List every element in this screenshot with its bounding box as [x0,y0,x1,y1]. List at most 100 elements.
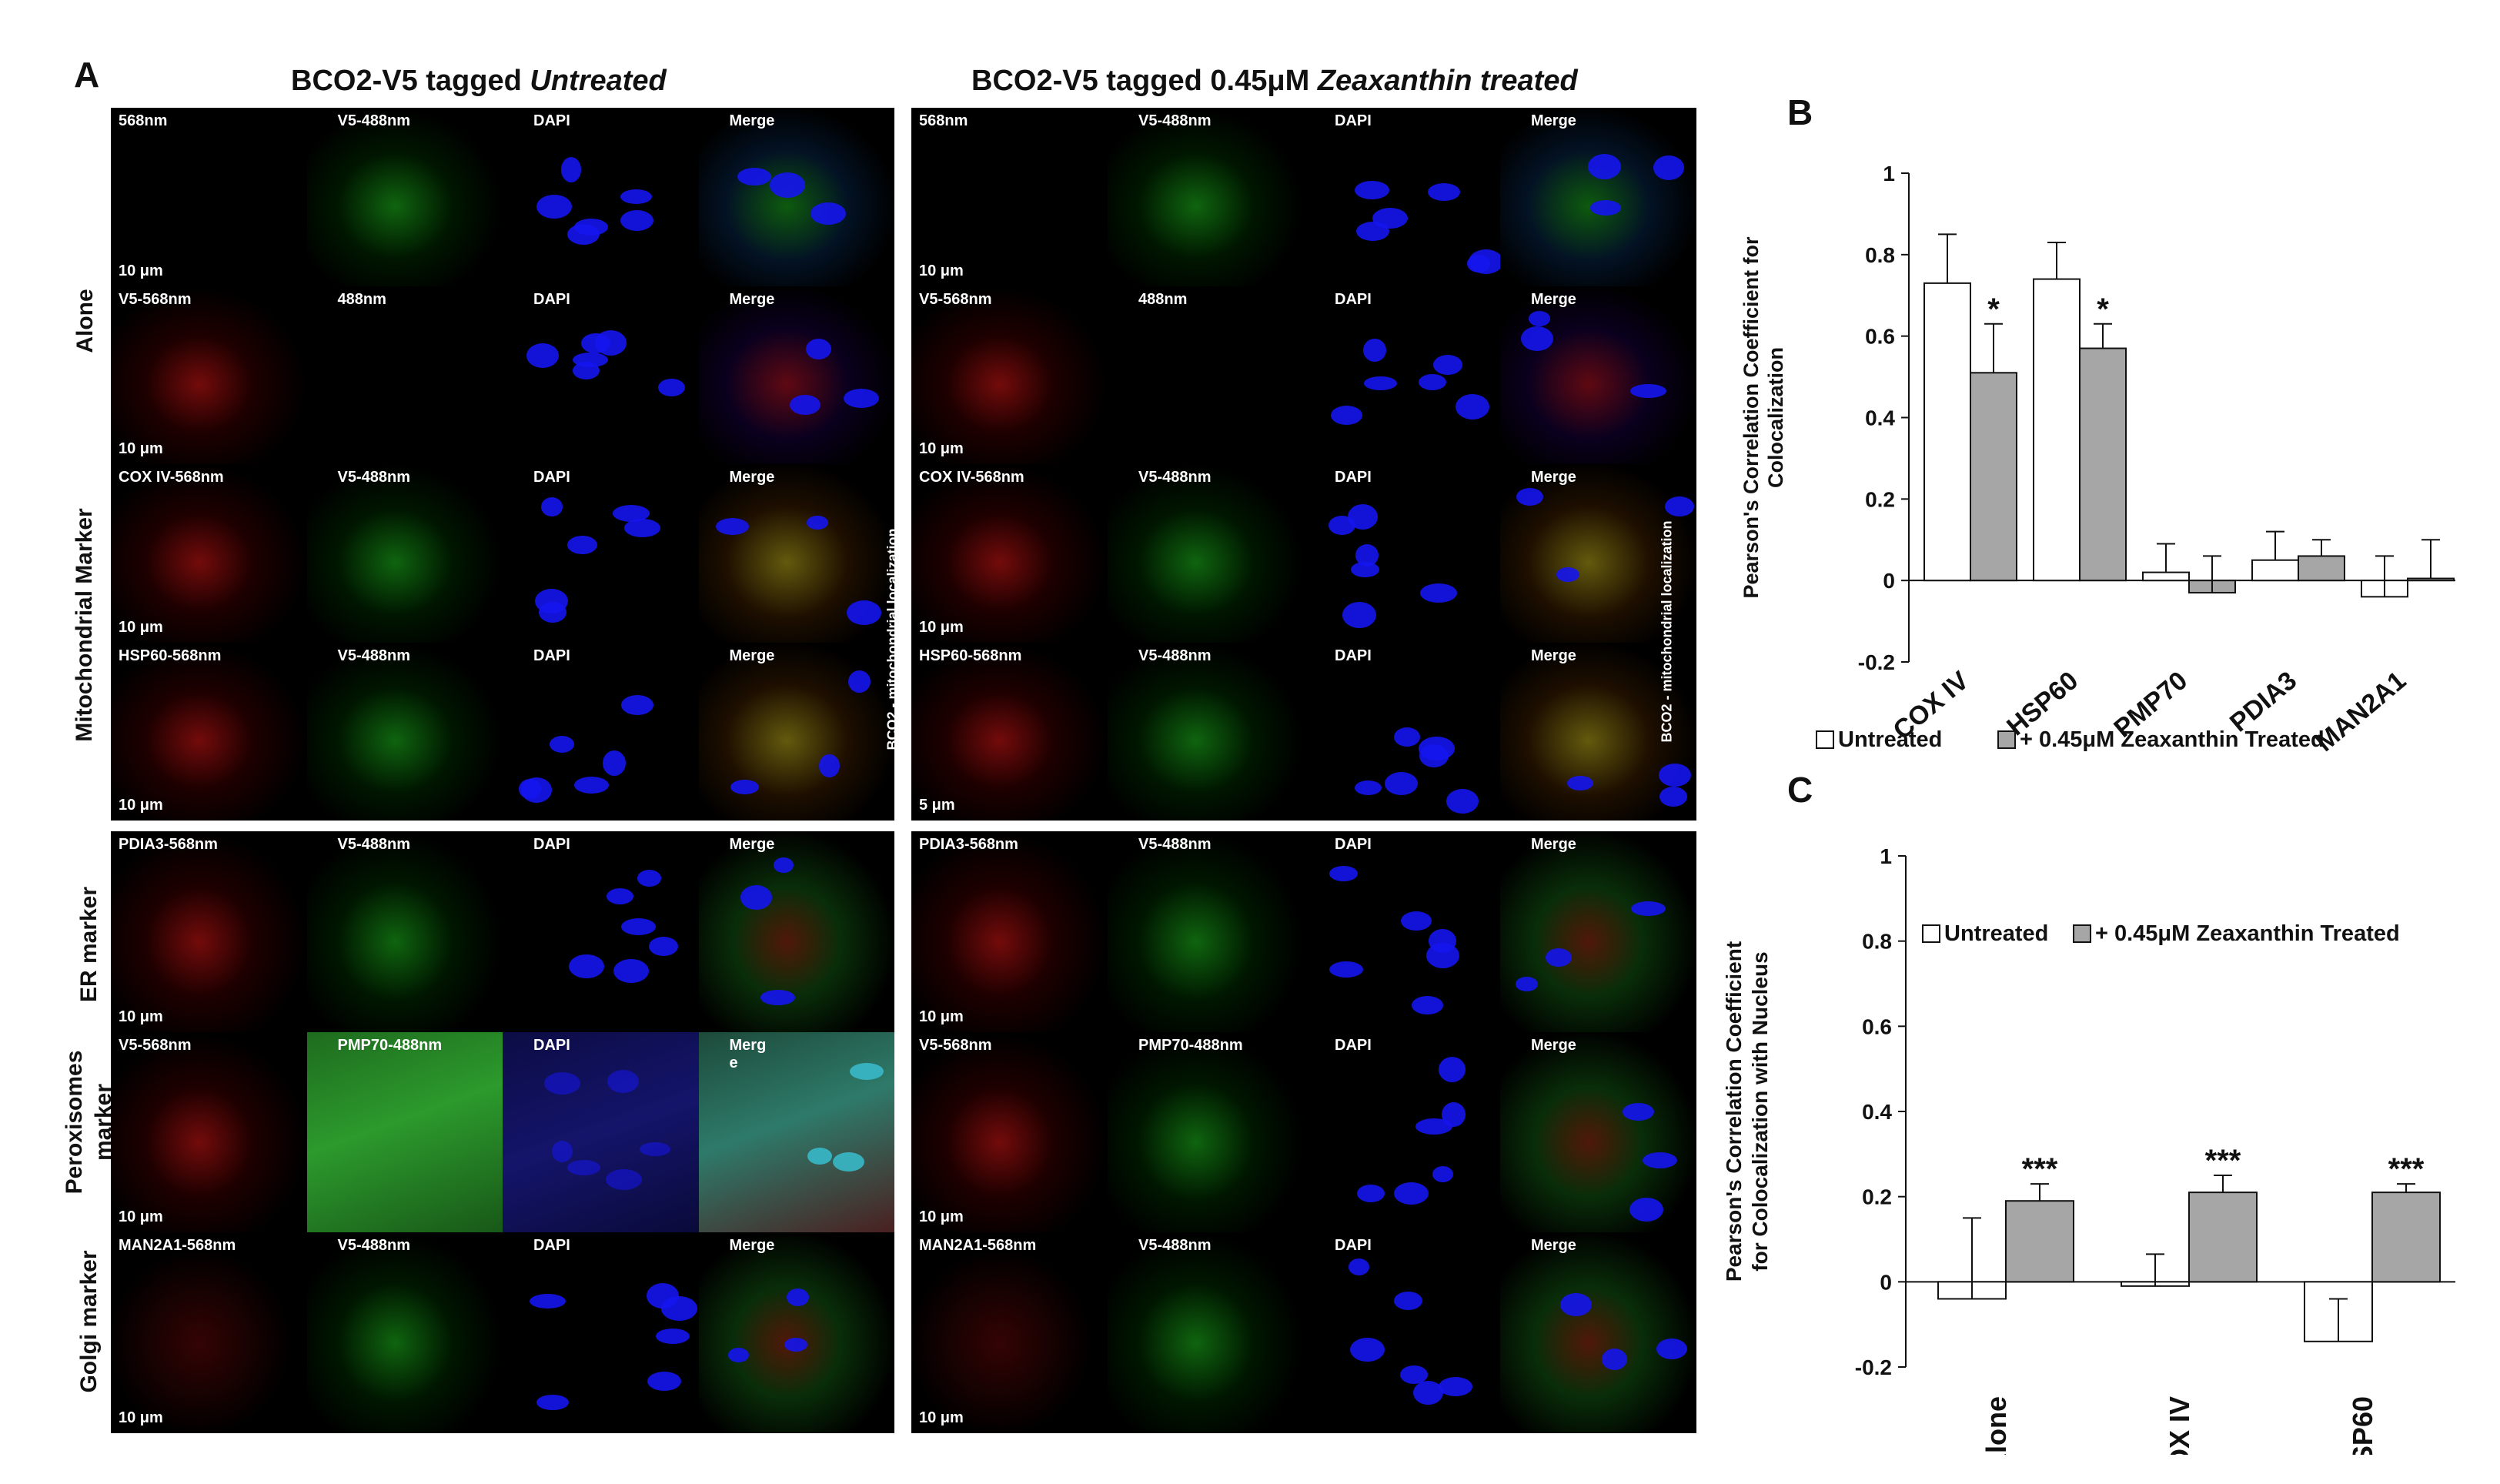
y-tick-label: -0.2 [1858,650,1895,674]
scale-bar-label: 10 μm [919,1409,964,1426]
nucleus [737,168,771,186]
nucleus [550,735,574,753]
tile-label: DAPI [533,112,570,129]
tile-label: DAPI [533,836,570,853]
nucleus [613,959,649,983]
tile-label: PMP70-488nm [1138,1036,1243,1054]
nucleus [541,497,563,516]
nucleus [846,600,881,625]
tile-label: V5-568nm [919,1036,992,1054]
y-tick-label: -0.2 [1855,1355,1892,1379]
y-tick-label: 0 [1880,1270,1892,1294]
bar [2298,555,2345,582]
nucleus [1331,405,1362,425]
nucleus [740,885,772,910]
legend-label: + 0.45μM Zeaxanthin Treated [2020,727,2325,752]
nucleus [552,1140,573,1162]
microscopy-tile: Merg e [698,1031,894,1233]
nucleus [539,602,567,623]
nucleus [1350,1338,1385,1362]
microscopy-tile: DAPI [503,1232,699,1433]
nucleus [1355,780,1382,795]
microscopy-tile: Merge [1500,286,1696,464]
nucleus [1439,1056,1466,1082]
nucleus [1363,338,1386,362]
nucleus [727,1348,749,1363]
significance-marker: *** [2388,1152,2425,1186]
x-category-label: MAN2A1 [2311,666,2412,757]
nucleus [1590,200,1621,216]
treated-group-title: BCO2-V5 tagged 0.45μM Zeaxanthin treated [971,65,1578,98]
nucleus [1567,775,1593,790]
tile-label: DAPI [1335,112,1372,129]
bar [2005,1200,2074,1283]
legend-swatch [1922,924,1940,943]
nucleus [573,361,600,379]
legend-label: + 0.45μM Zeaxanthin Treated [2095,921,2400,946]
tile-label: Merge [1531,290,1576,308]
legend-label: Untreated [1838,727,1942,752]
tile-label: HSP60-568nm [919,647,1022,664]
nucleus [607,1069,639,1093]
nucleus [536,195,572,219]
bar [1970,372,2017,582]
significance-marker: *** [2205,1144,2241,1178]
panel-a-letter: A [74,55,100,95]
tile-label: V5-568nm [119,1036,192,1054]
x-category-label: HSP60 [2347,1396,2378,1455]
bar [2251,559,2299,582]
nucleus [1516,977,1538,991]
tile-label: MAN2A1-568nm [919,1237,1037,1255]
nucleus [544,1071,580,1095]
nucleus [620,189,652,204]
nucleus [843,388,879,408]
nucleus [1357,1184,1385,1202]
tile-label: Merge [729,290,775,308]
nucleus [805,338,831,359]
nucleus [620,210,653,231]
tile-label: PDIA3-568nm [119,836,218,853]
nucleus [1428,183,1460,201]
nucleus [1412,996,1443,1014]
nucleus [849,1062,884,1080]
tile-label: HSP60-568nm [119,647,222,664]
nucleus [1400,1365,1428,1385]
nucleus [561,157,581,182]
scale-bar-label: 10 μm [119,618,163,636]
nucleus [661,1296,697,1322]
y-tick-label: 0.2 [1862,1185,1892,1209]
nucleus [1556,567,1579,582]
panel-letter: B [1787,92,1813,132]
nucleus [1602,1349,1627,1371]
scale-bar-label: 10 μm [119,440,163,457]
microscopy-tile: Merge [1500,108,1696,286]
microscopy-tile: DAPI [1304,831,1500,1032]
microscopy-tile: Merge [698,1232,894,1433]
nucleus [621,694,653,715]
microscopy-tile: 568nm 10 μm [111,108,307,286]
tile-label: V5-488nm [337,1237,411,1255]
nucleus [536,1395,569,1411]
tile-label: PMP70-488nm [337,1036,443,1054]
nucleus [1446,788,1479,814]
y-tick-label: 0.4 [1865,406,1895,430]
tile-label: 488nm [337,290,386,308]
nucleus [637,870,661,887]
bar [2079,347,2127,582]
nucleus [567,1159,600,1175]
tile-label: 568nm [919,112,968,129]
y-tick-label: 0.2 [1865,487,1895,511]
nucleus [786,1288,809,1307]
y-tick-label: 0.6 [1865,325,1895,349]
microscopy-tile: Merge [1500,831,1696,1032]
y-axis-label-line: Colocalization [1764,347,1787,488]
tile-label: Merge [729,836,775,853]
nucleus [595,329,627,356]
nucleus [1659,786,1687,807]
microscopy-tile: V5-488nm [306,1232,503,1433]
tile-label: V5-488nm [1138,1237,1212,1255]
legend-swatch [2073,924,2091,943]
y-axis-label: Pearson's Correlation Coefficient forCol… [1740,236,1787,599]
nucleus [1442,1101,1466,1127]
significance-marker: * [1987,292,2000,326]
